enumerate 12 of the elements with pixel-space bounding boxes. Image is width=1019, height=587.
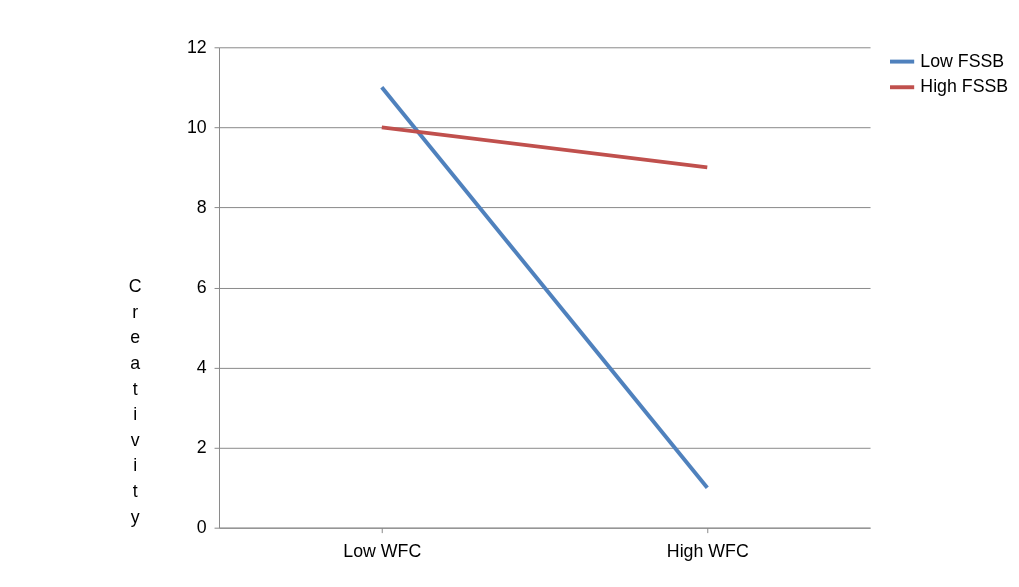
y-tick-label: 10	[186, 116, 207, 137]
y-tick-label: 0	[196, 517, 207, 538]
x-tick-label: High WFC	[666, 540, 749, 561]
x-tick-label: Low WFC	[343, 540, 422, 561]
y-tick-label: 4	[196, 356, 207, 377]
y-tick-label: 12	[186, 36, 207, 57]
y-tick-label: 6	[196, 276, 207, 297]
y-tick-label: 2	[196, 437, 207, 458]
text: Creativity	[128, 275, 142, 527]
legend-label: High FSSB	[920, 76, 1009, 97]
legend-label: Low FSSB	[920, 50, 1005, 71]
y-tick-label: 8	[196, 196, 207, 217]
